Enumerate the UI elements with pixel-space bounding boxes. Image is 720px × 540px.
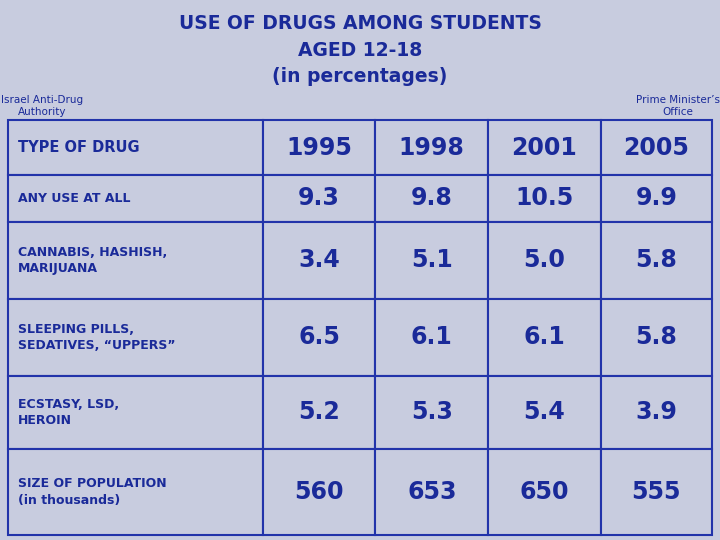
Text: 10.5: 10.5 [516, 186, 574, 211]
Bar [376, 175, 488, 222]
Bar [488, 449, 600, 535]
Text: 9.8: 9.8 [411, 186, 453, 211]
Text: 5.0: 5.0 [523, 248, 565, 272]
Bar [376, 222, 488, 299]
Text: 6.1: 6.1 [411, 326, 453, 349]
Bar [488, 175, 600, 222]
Text: ANY USE AT ALL: ANY USE AT ALL [18, 192, 130, 205]
Text: 653: 653 [407, 480, 456, 504]
Bar [263, 376, 376, 449]
Text: ECSTASY, LSD,
HEROIN: ECSTASY, LSD, HEROIN [18, 397, 119, 427]
Text: 5.1: 5.1 [411, 248, 453, 272]
Text: 560: 560 [294, 480, 344, 504]
Text: SLEEPING PILLS,
SEDATIVES, “UPPERS”: SLEEPING PILLS, SEDATIVES, “UPPERS” [18, 323, 176, 352]
Bar [376, 120, 488, 175]
Text: 1998: 1998 [399, 136, 464, 160]
Text: 9.3: 9.3 [298, 186, 340, 211]
Bar [376, 376, 488, 449]
Bar [263, 299, 376, 376]
Bar [8, 449, 263, 535]
Text: 2001: 2001 [512, 136, 577, 160]
Text: TYPE OF DRUG: TYPE OF DRUG [18, 140, 140, 155]
Bar [128, 5, 592, 95]
Bar [263, 175, 376, 222]
Text: CANNABIS, HASHISH,
MARIJUANA: CANNABIS, HASHISH, MARIJUANA [18, 246, 167, 275]
Text: 5.4: 5.4 [523, 400, 565, 424]
Text: 2005: 2005 [624, 136, 689, 160]
Text: Prime Minister’s
Office: Prime Minister’s Office [636, 95, 720, 117]
Bar [600, 175, 712, 222]
Bar [376, 299, 488, 376]
Text: Israel Anti-Drug
Authority: Israel Anti-Drug Authority [1, 95, 83, 117]
Bar [600, 120, 712, 175]
Text: USE OF DRUGS AMONG STUDENTS
AGED 12-18
(in percentages): USE OF DRUGS AMONG STUDENTS AGED 12-18 (… [179, 14, 541, 86]
Text: 3.4: 3.4 [298, 248, 340, 272]
Bar [600, 376, 712, 449]
Text: 5.2: 5.2 [298, 400, 340, 424]
Text: 6.5: 6.5 [298, 326, 340, 349]
Text: 9.9: 9.9 [636, 186, 678, 211]
Text: 650: 650 [520, 480, 570, 504]
Text: 5.3: 5.3 [411, 400, 453, 424]
Text: 3.9: 3.9 [636, 400, 678, 424]
Bar [600, 449, 712, 535]
Bar [376, 449, 488, 535]
Bar [8, 222, 263, 299]
Bar [263, 222, 376, 299]
Text: SIZE OF POPULATION
(in thousands): SIZE OF POPULATION (in thousands) [18, 477, 166, 507]
Text: 6.1: 6.1 [523, 326, 565, 349]
Bar [8, 175, 263, 222]
Bar [263, 120, 376, 175]
Bar [8, 120, 263, 175]
Bar [488, 222, 600, 299]
Bar [8, 376, 263, 449]
Text: 5.8: 5.8 [636, 248, 678, 272]
Bar [488, 376, 600, 449]
Bar [488, 120, 600, 175]
Text: 5.8: 5.8 [636, 326, 678, 349]
Bar [600, 299, 712, 376]
Text: 1995: 1995 [287, 136, 352, 160]
Bar [263, 449, 376, 535]
Text: 555: 555 [631, 480, 681, 504]
Bar [600, 222, 712, 299]
Bar [8, 299, 263, 376]
Bar [488, 299, 600, 376]
